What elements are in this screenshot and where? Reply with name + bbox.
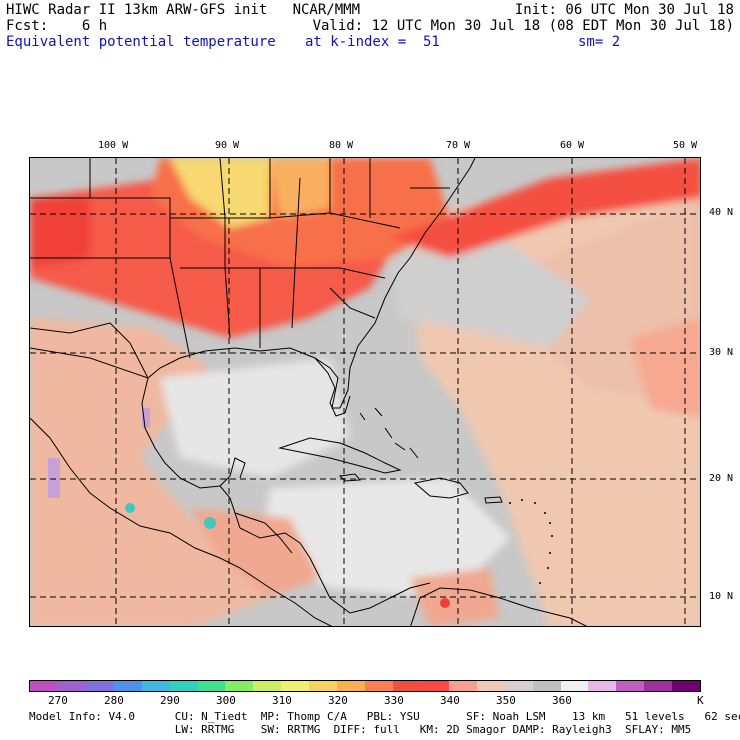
- color-scale-label: 280: [104, 694, 124, 707]
- lon-label: 70 W: [446, 140, 471, 151]
- level-info: at k-index = 51: [305, 34, 440, 50]
- lat-label: 20 N: [709, 473, 734, 484]
- color-scale-swatch: [225, 681, 254, 691]
- color-scale-swatch: [57, 681, 86, 691]
- forecast-hour: Fcst: 6 h: [6, 18, 108, 34]
- color-scale-swatch: [169, 681, 198, 691]
- color-scale-swatch: [309, 681, 338, 691]
- color-scale-label: 270: [48, 694, 68, 707]
- color-scale-swatch: [113, 681, 142, 691]
- model-title: HIWC Radar II 13km ARW-GFS init NCAR/MMM: [6, 2, 361, 18]
- color-scale-bar: [29, 680, 701, 692]
- color-scale-swatch: [448, 681, 477, 691]
- color-scale-label: K: [697, 694, 704, 707]
- color-scale-swatch: [504, 681, 533, 691]
- lon-label: 60 W: [560, 140, 585, 151]
- color-scale-swatch: [420, 681, 449, 691]
- color-scale-swatch: [672, 681, 701, 691]
- lat-label: 40 N: [709, 207, 734, 218]
- color-scale-swatch: [85, 681, 114, 691]
- color-scale-swatch: [253, 681, 282, 691]
- model-info-line1: Model Info: V4.0 CU: N_Tiedt MP: Thomp C…: [29, 710, 740, 723]
- model-info-line2: LW: RRTMG SW: RRTMG DIFF: full KM: 2D Sm…: [29, 723, 692, 736]
- color-scale-swatch: [532, 681, 561, 691]
- lon-label: 90 W: [215, 140, 240, 151]
- color-scale-label: 330: [384, 694, 404, 707]
- color-scale-label: 290: [160, 694, 180, 707]
- color-scale-label: 360: [552, 694, 572, 707]
- lon-label: 80 W: [329, 140, 354, 151]
- color-scale-label: 340: [440, 694, 460, 707]
- valid-time: Valid: 12 UTC Mon 30 Jul 18 (08 EDT Mon …: [312, 18, 734, 34]
- lat-label: 10 N: [709, 591, 734, 602]
- lon-label: 50 W: [673, 140, 698, 151]
- field-name: Equivalent potential temperature: [6, 34, 276, 50]
- color-scale-swatch: [30, 681, 58, 691]
- color-scale-label: 300: [216, 694, 236, 707]
- lon-label: 100 W: [98, 140, 129, 151]
- color-scale-swatch: [616, 681, 645, 691]
- color-scale-swatch: [337, 681, 366, 691]
- color-scale-label: 350: [496, 694, 516, 707]
- init-time: Init: 06 UTC Mon 30 Jul 18: [514, 2, 734, 18]
- lat-label: 30 N: [709, 347, 734, 358]
- color-scale-swatch: [476, 681, 505, 691]
- color-scale-swatch: [197, 681, 226, 691]
- smoothing-info: sm= 2: [578, 34, 621, 50]
- color-scale-label: 320: [328, 694, 348, 707]
- color-scale-swatch: [365, 681, 393, 691]
- color-scale-swatch: [392, 681, 421, 691]
- color-scale-swatch: [560, 681, 589, 691]
- color-scale-label: 310: [272, 694, 292, 707]
- color-scale-swatch: [588, 681, 617, 691]
- map-graphic: [30, 158, 700, 626]
- color-scale-swatch: [644, 681, 673, 691]
- theta-e-map: [29, 157, 701, 627]
- color-scale-swatch: [281, 681, 310, 691]
- color-scale-swatch: [141, 681, 170, 691]
